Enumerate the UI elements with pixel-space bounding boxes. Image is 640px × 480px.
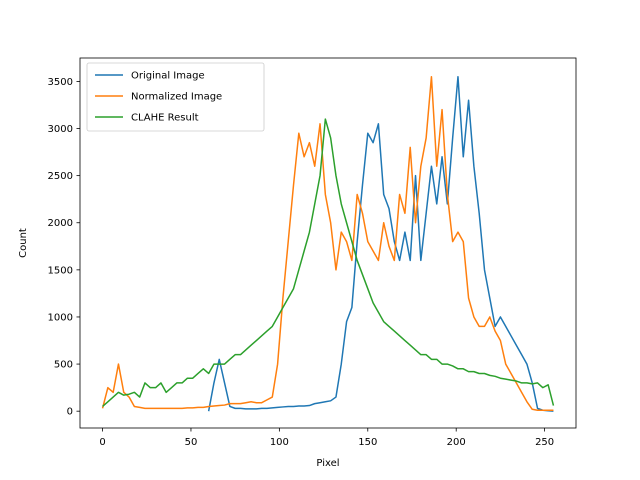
x-tick-label: 0	[99, 437, 105, 448]
legend-label: Normalized Image	[131, 92, 222, 103]
data-line	[207, 75, 554, 412]
x-tick-label: 250	[535, 437, 554, 448]
x-tick-label: 200	[447, 437, 466, 448]
x-axis-label: Pixel	[316, 458, 339, 469]
y-tick-label: 2000	[48, 218, 73, 229]
legend-label: Original Image	[131, 71, 205, 82]
x-tick-label: 50	[185, 437, 198, 448]
data-line	[101, 75, 554, 411]
legend-box	[86, 62, 265, 132]
y-tick-label: 2500	[48, 171, 73, 182]
plot-frame	[79, 57, 577, 429]
legend-label: CLAHE Result	[131, 113, 199, 124]
y-tick-label: 3500	[48, 77, 73, 88]
y-tick-label: 3000	[48, 124, 73, 135]
x-tick-label: 100	[270, 437, 289, 448]
y-tick-label: 1000	[48, 312, 73, 323]
y-axis-label: Count	[18, 228, 29, 258]
y-tick-label: 500	[54, 360, 73, 371]
y-tick-label: 0	[67, 407, 73, 418]
x-tick-label: 150	[358, 437, 377, 448]
data-line	[102, 118, 555, 408]
y-tick-label: 1500	[48, 265, 73, 276]
